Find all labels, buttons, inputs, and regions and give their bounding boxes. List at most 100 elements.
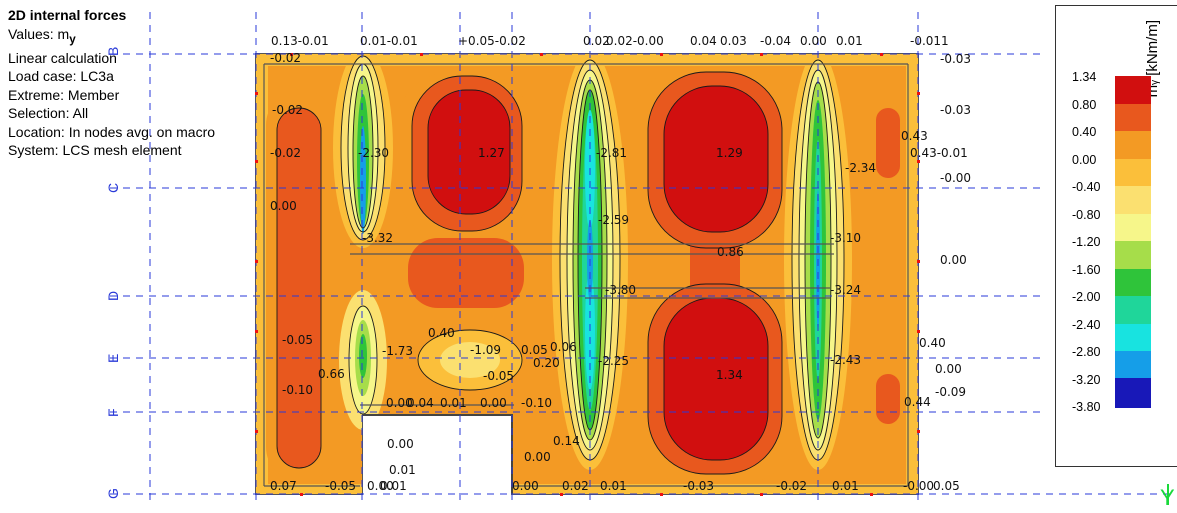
load-case-line: Load case: LC3a — [8, 68, 114, 85]
value-label: -0.04 — [760, 34, 791, 48]
value-label: +0.05-0.02 — [458, 34, 526, 48]
value-labels: 0.13-0.01 0.01-0.01 +0.05-0.02 0.020.02-0.0… — [270, 34, 971, 493]
value-label: 0.02-0.00 — [606, 34, 664, 48]
value-label: 0.20 — [533, 356, 560, 370]
legend-label: 0.80 — [1072, 97, 1097, 112]
value-label: 0.03 — [720, 34, 747, 48]
value-label: -1.73 — [382, 344, 413, 358]
value-label: -0.02 — [776, 479, 807, 493]
legend-label: 0.40 — [1072, 125, 1097, 139]
value-label: -3.24 — [830, 283, 861, 297]
value-label: 0.00 — [386, 396, 413, 410]
legend-label: -1.20 — [1072, 235, 1101, 249]
calc-line: Linear calculation — [8, 49, 117, 66]
value-label: -2.43 — [830, 353, 861, 367]
grid-label: E — [105, 354, 121, 363]
value-label: 1.29 — [716, 146, 743, 160]
value-label: 0.07 — [270, 479, 297, 493]
value-label: 0.00 — [512, 479, 539, 493]
value-label: 0.44 — [904, 395, 931, 409]
value-label: 0.00 — [387, 437, 414, 451]
value-label: -0.02 — [270, 146, 301, 160]
value-label: -0.03 — [940, 52, 971, 66]
value-label: 0.40 — [428, 326, 455, 340]
legend-label: -0.80 — [1072, 207, 1101, 222]
legend-swatch — [1115, 351, 1151, 379]
values-subscript: y — [69, 32, 76, 46]
legend-swatch — [1115, 76, 1151, 104]
node-markers — [255, 53, 920, 496]
value-label: 0.01 — [380, 479, 407, 493]
value-label: -3.32 — [362, 231, 393, 245]
legend-label: 1.34 — [1072, 70, 1097, 84]
legend-label: -3.20 — [1072, 372, 1101, 387]
value-label: -2.30 — [358, 146, 389, 160]
legend-swatch — [1115, 241, 1151, 269]
value-label: 1.34 — [716, 368, 743, 382]
value-label: -0.10 — [282, 383, 313, 397]
values-text: Values: m — [8, 25, 70, 42]
legend-swatch — [1115, 268, 1151, 296]
value-label: -0.00 — [903, 479, 934, 493]
value-label: 0.04 — [407, 396, 434, 410]
legend-swatch — [1115, 296, 1151, 324]
value-label: -0.05 — [282, 333, 313, 347]
value-label: -2.25 — [598, 354, 629, 368]
value-label: -0.03 — [683, 479, 714, 493]
value-label: -3.80 — [605, 283, 636, 297]
info-panel: 2D internal forces Values: my Linear cal… — [8, 6, 215, 160]
grid-label: C — [105, 183, 121, 193]
legend-swatch — [1115, 186, 1151, 214]
legend-label: -2.00 — [1072, 290, 1101, 304]
value-label: -2.34 — [845, 161, 876, 175]
values-line: Values: my — [8, 25, 215, 49]
value-label: 0.05 — [933, 479, 960, 493]
value-label: 0.40 — [919, 336, 946, 350]
value-label: 0.01 — [600, 479, 627, 493]
value-label: 0.01 — [389, 463, 416, 477]
legend-swatch — [1115, 323, 1151, 351]
legend-swatch — [1115, 378, 1151, 408]
value-label: -0.09 — [935, 385, 966, 399]
contour-fill — [256, 54, 918, 494]
value-label: 1.27 — [478, 146, 505, 160]
value-label: 0.04 — [690, 34, 717, 48]
value-label: 0.00 — [480, 396, 507, 410]
legend-swatch — [1115, 158, 1151, 186]
legend-swatch — [1115, 213, 1151, 241]
value-label: 0.06 — [550, 340, 577, 354]
location-line: Location: In nodes avg. on macro — [8, 123, 216, 140]
value-label: 0.00 — [940, 253, 967, 267]
extreme-line: Extreme: Member — [8, 86, 120, 103]
value-label: -0.05 — [483, 369, 514, 383]
legend-label: 0.00 — [1072, 152, 1097, 167]
grid-label: G — [105, 488, 121, 499]
value-label: 0.00 — [270, 199, 297, 213]
legend-label: -2.40 — [1072, 317, 1101, 332]
legend-swatch — [1115, 103, 1151, 131]
panel-title: 2D internal forces — [8, 7, 127, 23]
value-label: 0.86 — [717, 245, 744, 259]
legend-label: -3.80 — [1072, 400, 1101, 414]
value-label: 0.02 — [583, 34, 610, 48]
value-label: 0.01 — [836, 34, 863, 48]
color-legend: mᵧ [kNm/m] 1.34 0.80 0.40 0.00 -0.40 -0.80 -1.… — [1055, 5, 1177, 467]
value-label: -1.09 — [470, 343, 501, 357]
grid-label: B — [105, 47, 121, 56]
value-label: -0.02 — [272, 103, 303, 117]
value-label: 0.00 — [367, 479, 394, 493]
value-label: 0.66 — [318, 367, 345, 381]
legend-swatch — [1115, 131, 1151, 159]
value-label: -2.81 — [596, 146, 627, 160]
value-label: 0.14 — [553, 434, 580, 448]
value-label: 0.00 — [524, 450, 551, 464]
selection-line: Selection: All — [8, 105, 89, 122]
value-label: -0.00 — [940, 171, 971, 185]
grid-axis-labels: B C D E F G — [105, 47, 121, 499]
value-label: -0.02 — [270, 51, 301, 65]
value-label: 0.43 — [901, 129, 928, 143]
grid-label: D — [105, 291, 121, 301]
value-label: -0.03 — [940, 103, 971, 117]
legend-label: -2.80 — [1072, 345, 1101, 359]
